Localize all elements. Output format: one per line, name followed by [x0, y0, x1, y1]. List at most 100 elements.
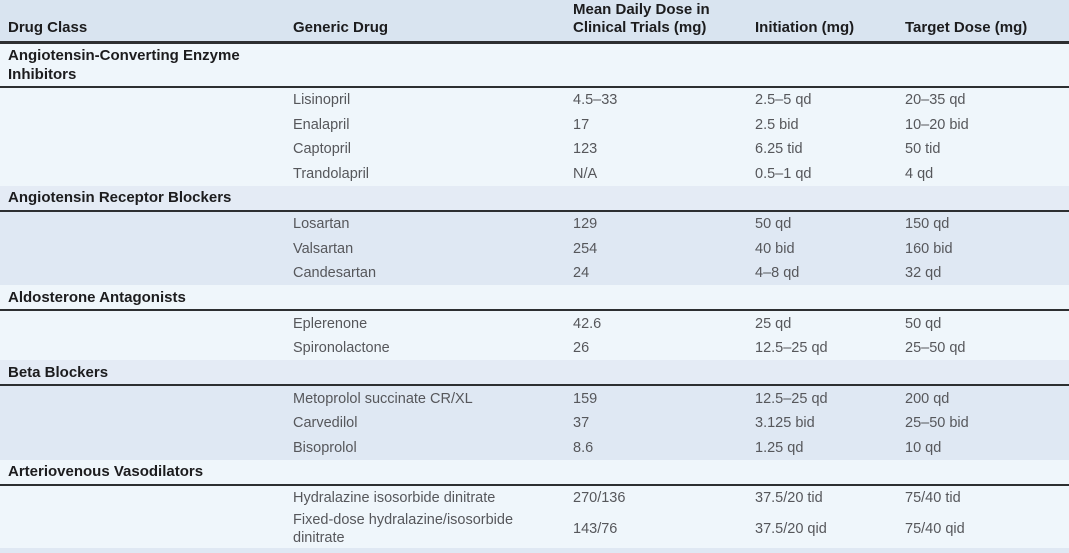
drug-class-row: Arteriovenous Vasodilators [0, 459, 1069, 484]
drug-class-row: Angiotensin Receptor Blockers [0, 185, 1069, 210]
mean-daily-dose-cell: 42.6 [573, 315, 602, 332]
drug-class-label: Beta Blockers [8, 363, 109, 381]
table-row: Valsartan 254 40 bid 160 bid [0, 236, 1069, 261]
generic-drug-cell: Hydralazine isosorbide dinitrate [293, 490, 496, 507]
drug-class-divider-rule [0, 85, 1069, 88]
drug-class-divider-rule [0, 309, 1069, 312]
header-divider-rule [0, 40, 1069, 44]
drug-class-row: Aldosterone Antagonists [0, 285, 1069, 310]
drug-class-section: Beta Blockers Metoprolol succinate CR/XL… [0, 360, 1069, 460]
mean-daily-dose-cell: 143/76 [573, 521, 618, 538]
table-row: Candesartan 24 4–8 qd 32 qd [0, 260, 1069, 286]
initiation-cell: 40 bid [755, 240, 795, 257]
table-row: Captopril 123 6.25 tid 50 tid [0, 136, 1069, 162]
initiation-cell: 4–8 qd [755, 265, 800, 282]
drug-class-divider-rule [0, 483, 1069, 486]
table-row: Enalapril 17 2.5 bid 10–20 bid [0, 112, 1069, 137]
table-row: Carvedilol 37 3.125 bid 25–50 bid [0, 410, 1069, 436]
mean-daily-dose-cell: 4.5–33 [573, 92, 618, 109]
generic-drug-cell: Carvedilol [293, 415, 358, 432]
mean-daily-dose-cell: 26 [573, 340, 590, 357]
table-row: Trandolapril N/A 0.5–1 qd 4 qd [0, 161, 1069, 186]
target-dose-cell: 50 tid [905, 141, 941, 158]
drug-rows: Hydralazine isosorbide dinitrate 270/136… [0, 485, 1069, 549]
table-row: Metoprolol succinate CR/XL 159 12.5–25 q… [0, 386, 1069, 411]
table-row: Hydralazine isosorbide dinitrate 270/136… [0, 485, 1069, 511]
drug-rows: Losartan 129 50 qd 150 qd Valsartan 254 … [0, 211, 1069, 286]
mean-daily-dose-cell: 270/136 [573, 490, 626, 507]
column-header-initiation: Initiation (mg) [755, 18, 855, 36]
drug-class-label: Angiotensin-Converting Enzyme Inhibitors [8, 46, 240, 83]
table-row: Spironolactone 26 12.5–25 qd 25–50 qd [0, 335, 1069, 361]
column-header-target-dose: Target Dose (mg) [905, 18, 1028, 36]
target-dose-cell: 4 qd [905, 165, 934, 182]
initiation-cell: 12.5–25 qd [755, 390, 828, 407]
table-row: Lisinopril 4.5–33 2.5–5 qd 20–35 qd [0, 87, 1069, 113]
mean-daily-dose-cell: 123 [573, 141, 598, 158]
drug-class-section: Aldosterone Antagonists Eplerenone 42.6 … [0, 285, 1069, 361]
initiation-cell: 37.5/20 qid [755, 521, 827, 538]
drug-class-row: Beta Blockers [0, 360, 1069, 385]
initiation-cell: 1.25 qd [755, 439, 804, 456]
initiation-cell: 50 qd [755, 216, 792, 233]
initiation-cell: 2.5–5 qd [755, 92, 812, 109]
table-row: Eplerenone 42.6 25 qd 50 qd [0, 311, 1069, 336]
generic-drug-cell: Lisinopril [293, 92, 351, 109]
target-dose-cell: 25–50 qd [905, 340, 966, 357]
drug-class-section: Angiotensin-Converting Enzyme Inhibitors… [0, 43, 1069, 186]
generic-drug-cell: Captopril [293, 141, 352, 158]
table-header-row: Drug Class Generic Drug Mean Daily Dose … [0, 0, 1069, 41]
initiation-cell: 37.5/20 tid [755, 490, 823, 507]
target-dose-cell: 150 qd [905, 216, 950, 233]
mean-daily-dose-cell: 17 [573, 116, 590, 133]
initiation-cell: 6.25 tid [755, 141, 803, 158]
initiation-cell: 0.5–1 qd [755, 165, 812, 182]
drug-class-section: Angiotensin Receptor Blockers Losartan 1… [0, 185, 1069, 286]
drug-class-divider-rule [0, 209, 1069, 212]
drug-rows: Eplerenone 42.6 25 qd 50 qd Spironolacto… [0, 311, 1069, 361]
generic-drug-cell: Losartan [293, 216, 350, 233]
column-header-drug-class: Drug Class [8, 18, 88, 36]
target-dose-cell: 25–50 bid [905, 415, 969, 432]
mean-daily-dose-cell: 37 [573, 415, 590, 432]
target-dose-cell: 50 qd [905, 315, 942, 332]
bottom-edge-strip [0, 548, 1069, 553]
target-dose-cell: 20–35 qd [905, 92, 966, 109]
mean-daily-dose-cell: 159 [573, 390, 598, 407]
mean-daily-dose-cell: 129 [573, 216, 598, 233]
column-header-generic-drug: Generic Drug [293, 18, 389, 36]
drug-class-row: Angiotensin-Converting Enzyme Inhibitors [0, 43, 1069, 86]
mean-daily-dose-cell: 254 [573, 240, 598, 257]
mean-daily-dose-cell: 24 [573, 265, 590, 282]
target-dose-cell: 200 qd [905, 390, 950, 407]
drug-class-divider-rule [0, 384, 1069, 387]
mean-daily-dose-cell: N/A [573, 165, 598, 182]
table-row: Losartan 129 50 qd 150 qd [0, 211, 1069, 237]
drug-class-section: Arteriovenous Vasodilators Hydralazine i… [0, 459, 1069, 549]
generic-drug-cell: Valsartan [293, 240, 354, 257]
generic-drug-cell: Bisoprolol [293, 439, 357, 456]
initiation-cell: 2.5 bid [755, 116, 799, 133]
drug-rows: Lisinopril 4.5–33 2.5–5 qd 20–35 qd Enal… [0, 87, 1069, 186]
target-dose-cell: 10 qd [905, 439, 942, 456]
initiation-cell: 12.5–25 qd [755, 340, 828, 357]
table-body: Angiotensin-Converting Enzyme Inhibitors… [0, 43, 1069, 549]
generic-drug-cell: Enalapril [293, 116, 350, 133]
target-dose-cell: 75/40 tid [905, 490, 961, 507]
generic-drug-cell: Candesartan [293, 265, 377, 282]
column-header-mean-daily-dose: Mean Daily Dose in Clinical Trials (mg) [573, 0, 710, 36]
target-dose-cell: 32 qd [905, 265, 942, 282]
generic-drug-cell: Eplerenone [293, 315, 368, 332]
target-dose-cell: 160 bid [905, 240, 953, 257]
target-dose-cell: 10–20 bid [905, 116, 969, 133]
generic-drug-cell: Trandolapril [293, 165, 370, 182]
drug-class-label: Angiotensin Receptor Blockers [8, 189, 232, 207]
generic-drug-cell: Fixed-dose hydralazine/isosorbide dinitr… [293, 512, 514, 547]
mean-daily-dose-cell: 8.6 [573, 439, 594, 456]
initiation-cell: 3.125 bid [755, 415, 815, 432]
target-dose-cell: 75/40 qid [905, 521, 965, 538]
generic-drug-cell: Spironolactone [293, 340, 390, 357]
initiation-cell: 25 qd [755, 315, 792, 332]
drug-rows: Metoprolol succinate CR/XL 159 12.5–25 q… [0, 386, 1069, 460]
